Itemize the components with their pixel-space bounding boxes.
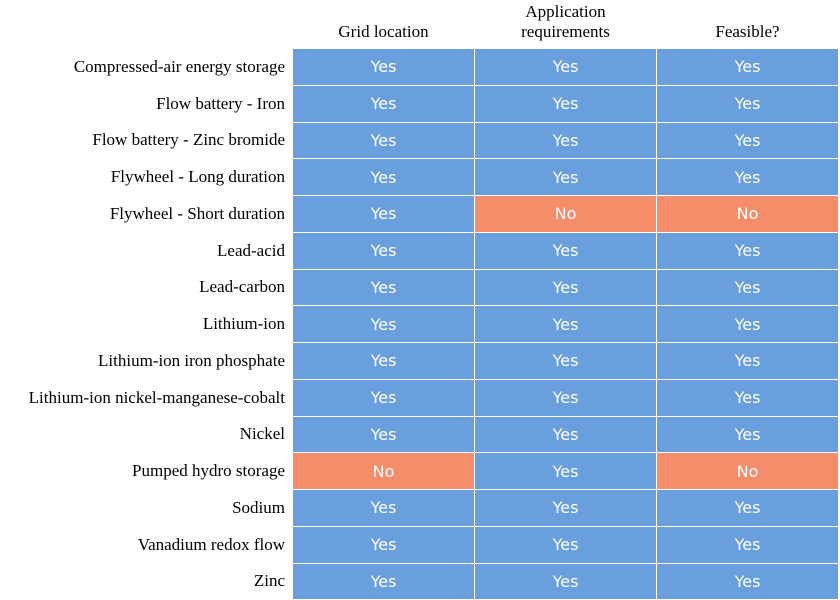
row-label: Nickel bbox=[239, 424, 285, 444]
table-cell-yes: Yes bbox=[657, 379, 838, 416]
table-cell-yes: Yes bbox=[293, 122, 474, 159]
table-cell-yes: Yes bbox=[657, 306, 838, 342]
row-label: Flywheel - Long duration bbox=[110, 167, 285, 187]
table-cell-yes: Yes bbox=[657, 232, 838, 269]
table-cell-yes: Yes bbox=[657, 563, 838, 600]
table-cell-yes: Yes bbox=[657, 85, 838, 122]
table-cell-no: No bbox=[293, 453, 474, 489]
table-cell-no: No bbox=[475, 196, 656, 232]
table-cell-yes: Yes bbox=[657, 49, 838, 85]
row-label: Pumped hydro storage bbox=[132, 461, 285, 481]
table-cell-yes: Yes bbox=[293, 526, 474, 563]
table-cell-no: No bbox=[657, 453, 838, 489]
table-cell-yes: Yes bbox=[293, 49, 474, 85]
table-cell-yes: Yes bbox=[475, 416, 656, 453]
table-cell-yes: Yes bbox=[475, 122, 656, 159]
table-cell-no: No bbox=[657, 196, 838, 232]
table-cell-yes: Yes bbox=[657, 490, 838, 526]
row-label: Lead-carbon bbox=[199, 277, 285, 297]
table-cell-yes: Yes bbox=[293, 343, 474, 379]
table-cell-yes: Yes bbox=[657, 526, 838, 563]
row-label: Vanadium redox flow bbox=[137, 534, 285, 554]
table-cell-yes: Yes bbox=[475, 269, 656, 306]
row-label: Flow battery - Zinc bromide bbox=[92, 130, 285, 150]
row-label: Lead-acid bbox=[217, 240, 285, 260]
table-cell-yes: Yes bbox=[293, 379, 474, 416]
row-label: Flywheel - Short duration bbox=[109, 203, 285, 223]
column-header-1: Application requirements bbox=[521, 2, 610, 41]
table-cell-yes: Yes bbox=[293, 196, 474, 232]
table-cell-yes: Yes bbox=[475, 85, 656, 122]
column-header-0: Grid location bbox=[338, 22, 429, 41]
row-label: Lithium-ion nickel-manganese-cobalt bbox=[28, 387, 285, 407]
table-cell-yes: Yes bbox=[475, 159, 656, 195]
table-cell-yes: Yes bbox=[475, 453, 656, 489]
table-cell-yes: Yes bbox=[293, 490, 474, 526]
table-cell-yes: Yes bbox=[293, 232, 474, 269]
row-label: Zinc bbox=[253, 571, 285, 591]
table-cell-yes: Yes bbox=[475, 526, 656, 563]
column-header-2: Feasible? bbox=[715, 22, 780, 41]
row-label: Lithium-ion iron phosphate bbox=[98, 350, 285, 370]
table-cell-yes: Yes bbox=[657, 416, 838, 453]
table-cell-yes: Yes bbox=[475, 232, 656, 269]
table-cell-yes: Yes bbox=[293, 416, 474, 453]
table-cell-yes: Yes bbox=[475, 490, 656, 526]
table-cell-yes: Yes bbox=[293, 563, 474, 600]
table-cell-yes: Yes bbox=[657, 122, 838, 159]
table-cell-yes: Yes bbox=[657, 269, 838, 306]
table-cell-yes: Yes bbox=[475, 563, 656, 600]
row-label: Compressed-air energy storage bbox=[73, 56, 285, 76]
table-cell-yes: Yes bbox=[475, 379, 656, 416]
table-cell-yes: Yes bbox=[475, 306, 656, 342]
table-cell-yes: Yes bbox=[657, 343, 838, 379]
row-label: Lithium-ion bbox=[202, 314, 285, 334]
table-cell-yes: Yes bbox=[657, 159, 838, 195]
table-cell-yes: Yes bbox=[293, 159, 474, 195]
row-label: Flow battery - Iron bbox=[156, 93, 285, 113]
table-cell-yes: Yes bbox=[475, 343, 656, 379]
row-label: Sodium bbox=[232, 497, 285, 517]
table-cell-yes: Yes bbox=[475, 49, 656, 85]
table-cell-yes: Yes bbox=[293, 306, 474, 342]
table-cell-yes: Yes bbox=[293, 85, 474, 122]
table-cell-yes: Yes bbox=[293, 269, 474, 306]
